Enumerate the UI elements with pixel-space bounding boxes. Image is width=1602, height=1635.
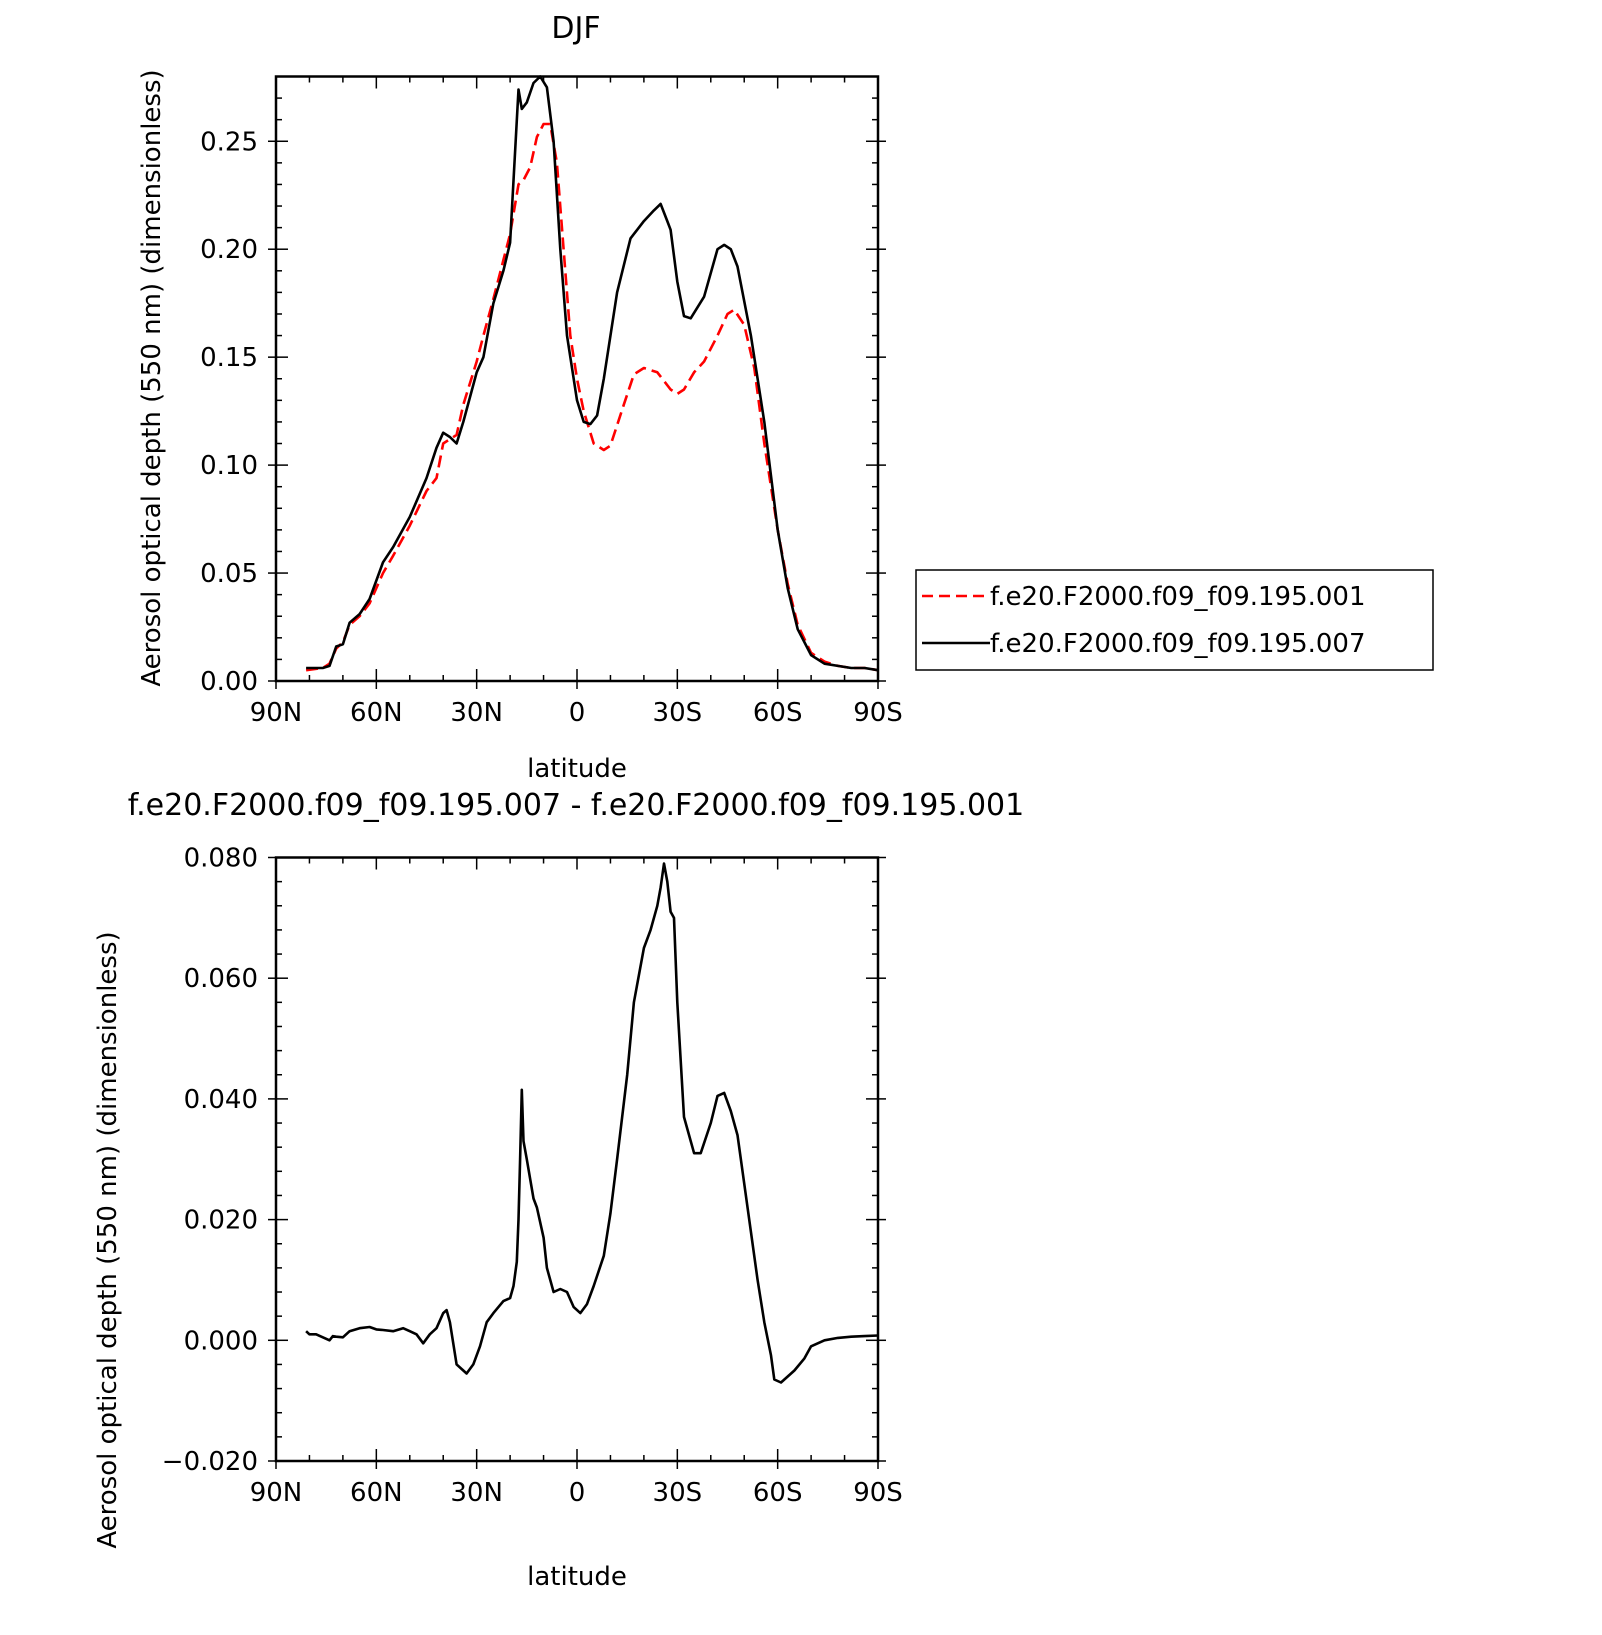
plot-frame <box>274 856 880 1463</box>
y-axis-label: Aerosol optical depth (550 nm) (dimensio… <box>137 69 167 686</box>
y-axis-label: Aerosol optical depth (550 nm) (dimensio… <box>93 931 123 1548</box>
x-tick-label: 30N <box>450 1478 503 1508</box>
y-tick-label: 0.000 <box>184 1326 258 1356</box>
y-tick-label: −0.020 <box>162 1447 258 1477</box>
x-tick-label: 60S <box>753 1478 803 1508</box>
x-tick-label: 60N <box>350 1478 403 1508</box>
x-tick-labels: 90N 60N 30N 0 30S 60S 90S <box>250 1478 903 1508</box>
y-tick-label: 0.060 <box>184 964 258 994</box>
series-line-007 <box>306 75 879 672</box>
legend-box <box>915 569 1434 671</box>
y-tick-label: 0.15 <box>200 343 258 373</box>
x-tick-label: 60S <box>753 698 803 728</box>
x-tick-label: 90S <box>853 698 903 728</box>
y-tick-label: 0.00 <box>200 667 258 697</box>
x-tick-label: 60N <box>350 698 403 728</box>
y-tick-label: 0.040 <box>184 1085 258 1115</box>
y-tick-label: 0.20 <box>200 235 258 265</box>
y-tick-label: 0.25 <box>200 127 258 157</box>
series-group <box>305 862 879 1384</box>
x-tick-labels: 90N 60N 30N 0 30S 60S 90S <box>250 698 903 728</box>
x-tick-label: 30N <box>450 698 503 728</box>
x-tick-label: 90N <box>250 698 303 728</box>
plot-frame <box>274 75 880 683</box>
series-group <box>305 75 879 672</box>
x-tick-label: 0 <box>569 1478 586 1508</box>
x-tick-label: 30S <box>653 1478 703 1508</box>
y-tick-label: 0.05 <box>200 559 258 589</box>
y-tick-label: 0.080 <box>184 844 258 874</box>
difference-panel: f.e20.F2000.f09_f09.195.007 - f.e20.F200… <box>93 788 1024 1592</box>
x-axis-label: latitude <box>527 754 627 784</box>
y-tick-labels: −0.020 0.000 0.020 0.040 0.060 0.080 <box>162 844 258 1478</box>
djf-panel: DJF 90N 60N 30N 0 30S 60S 90S 0.00 0.05 0.10 0.15… <box>137 11 903 784</box>
legend-label-001: f.e20.F2000.f09_f09.195.001 <box>990 582 1366 612</box>
tick-marks <box>268 856 886 1469</box>
x-tick-label: 90N <box>250 1478 303 1508</box>
x-tick-label: 30S <box>653 698 703 728</box>
x-axis-label: latitude <box>527 1562 627 1592</box>
x-tick-label: 0 <box>569 698 586 728</box>
series-line-001 <box>305 122 879 672</box>
legend-label-007: f.e20.F2000.f09_f09.195.007 <box>990 629 1366 659</box>
y-tick-label: 0.10 <box>200 451 258 481</box>
legend: f.e20.F2000.f09_f09.195.001 f.e20.F2000.… <box>915 569 1434 671</box>
series-line-difference <box>305 862 879 1384</box>
y-tick-labels: 0.00 0.05 0.10 0.15 0.20 0.25 <box>200 127 258 697</box>
panel-title: DJF <box>551 11 600 46</box>
y-tick-label: 0.020 <box>184 1206 258 1236</box>
x-tick-label: 90S <box>853 1478 903 1508</box>
panel-title: f.e20.F2000.f09_f09.195.007 - f.e20.F200… <box>128 788 1024 823</box>
